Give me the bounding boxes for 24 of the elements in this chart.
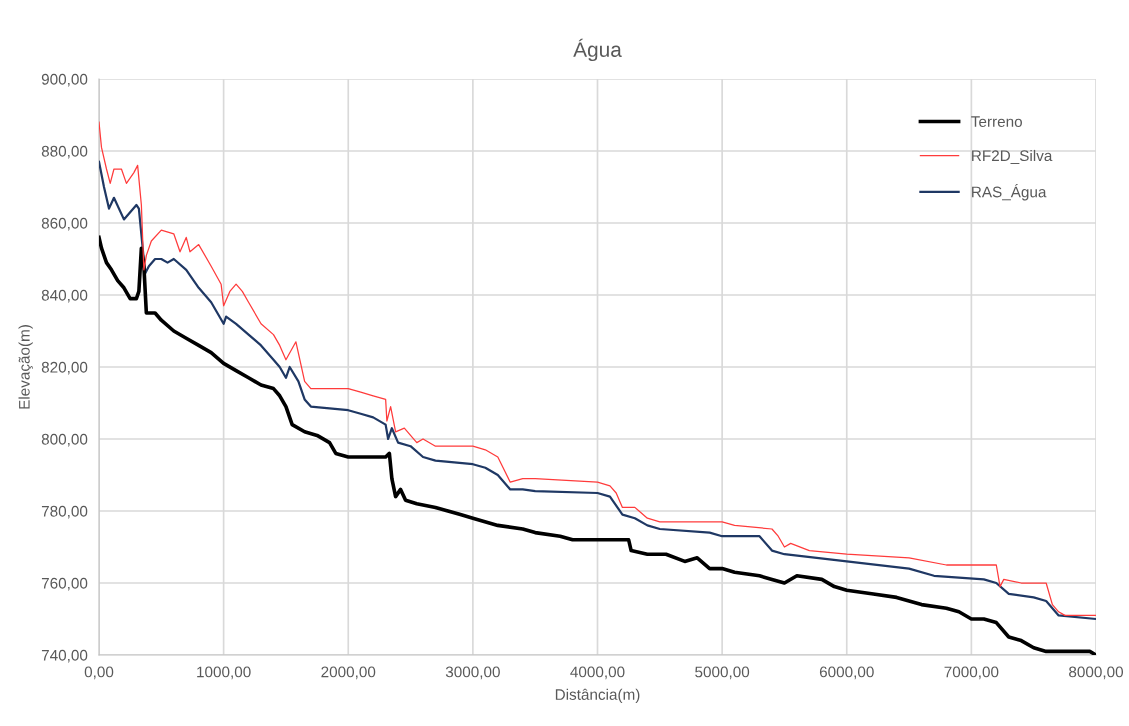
- legend-label: RAS_Água: [972, 184, 1047, 201]
- x-tick-label: 1000,00: [197, 666, 251, 680]
- x-tick-label: 8000,00: [1069, 666, 1124, 680]
- y-tick-label: 880,00: [41, 145, 88, 159]
- legend-label: Terreno: [971, 116, 1022, 128]
- x-tick-label: 5000,00: [695, 666, 750, 680]
- y-tick-label: 860,00: [41, 217, 88, 231]
- x-tick-label: 7000,00: [944, 666, 999, 680]
- x-tick-label: 0,00: [84, 666, 114, 680]
- x-tick-label: 3000,00: [445, 666, 500, 680]
- y-axis-title: Elevação(m): [18, 325, 33, 409]
- y-tick-label: 740,00: [41, 649, 88, 663]
- y-tick-label: 840,00: [41, 289, 88, 303]
- x-tick-label: 2000,00: [321, 666, 376, 680]
- y-tick-label: 780,00: [41, 505, 88, 519]
- y-tick-label: 800,00: [41, 433, 88, 447]
- x-tick-label: 4000,00: [570, 666, 625, 680]
- legend-label: RF2D_Silva: [972, 149, 1053, 164]
- y-tick-label: 900,00: [41, 73, 88, 87]
- chart-title: Água: [573, 38, 622, 62]
- y-tick-label: 760,00: [41, 577, 88, 591]
- x-tick-label: 6000,00: [819, 666, 874, 680]
- x-axis-title: Distância(m): [555, 688, 640, 703]
- y-tick-label: 820,00: [41, 361, 88, 375]
